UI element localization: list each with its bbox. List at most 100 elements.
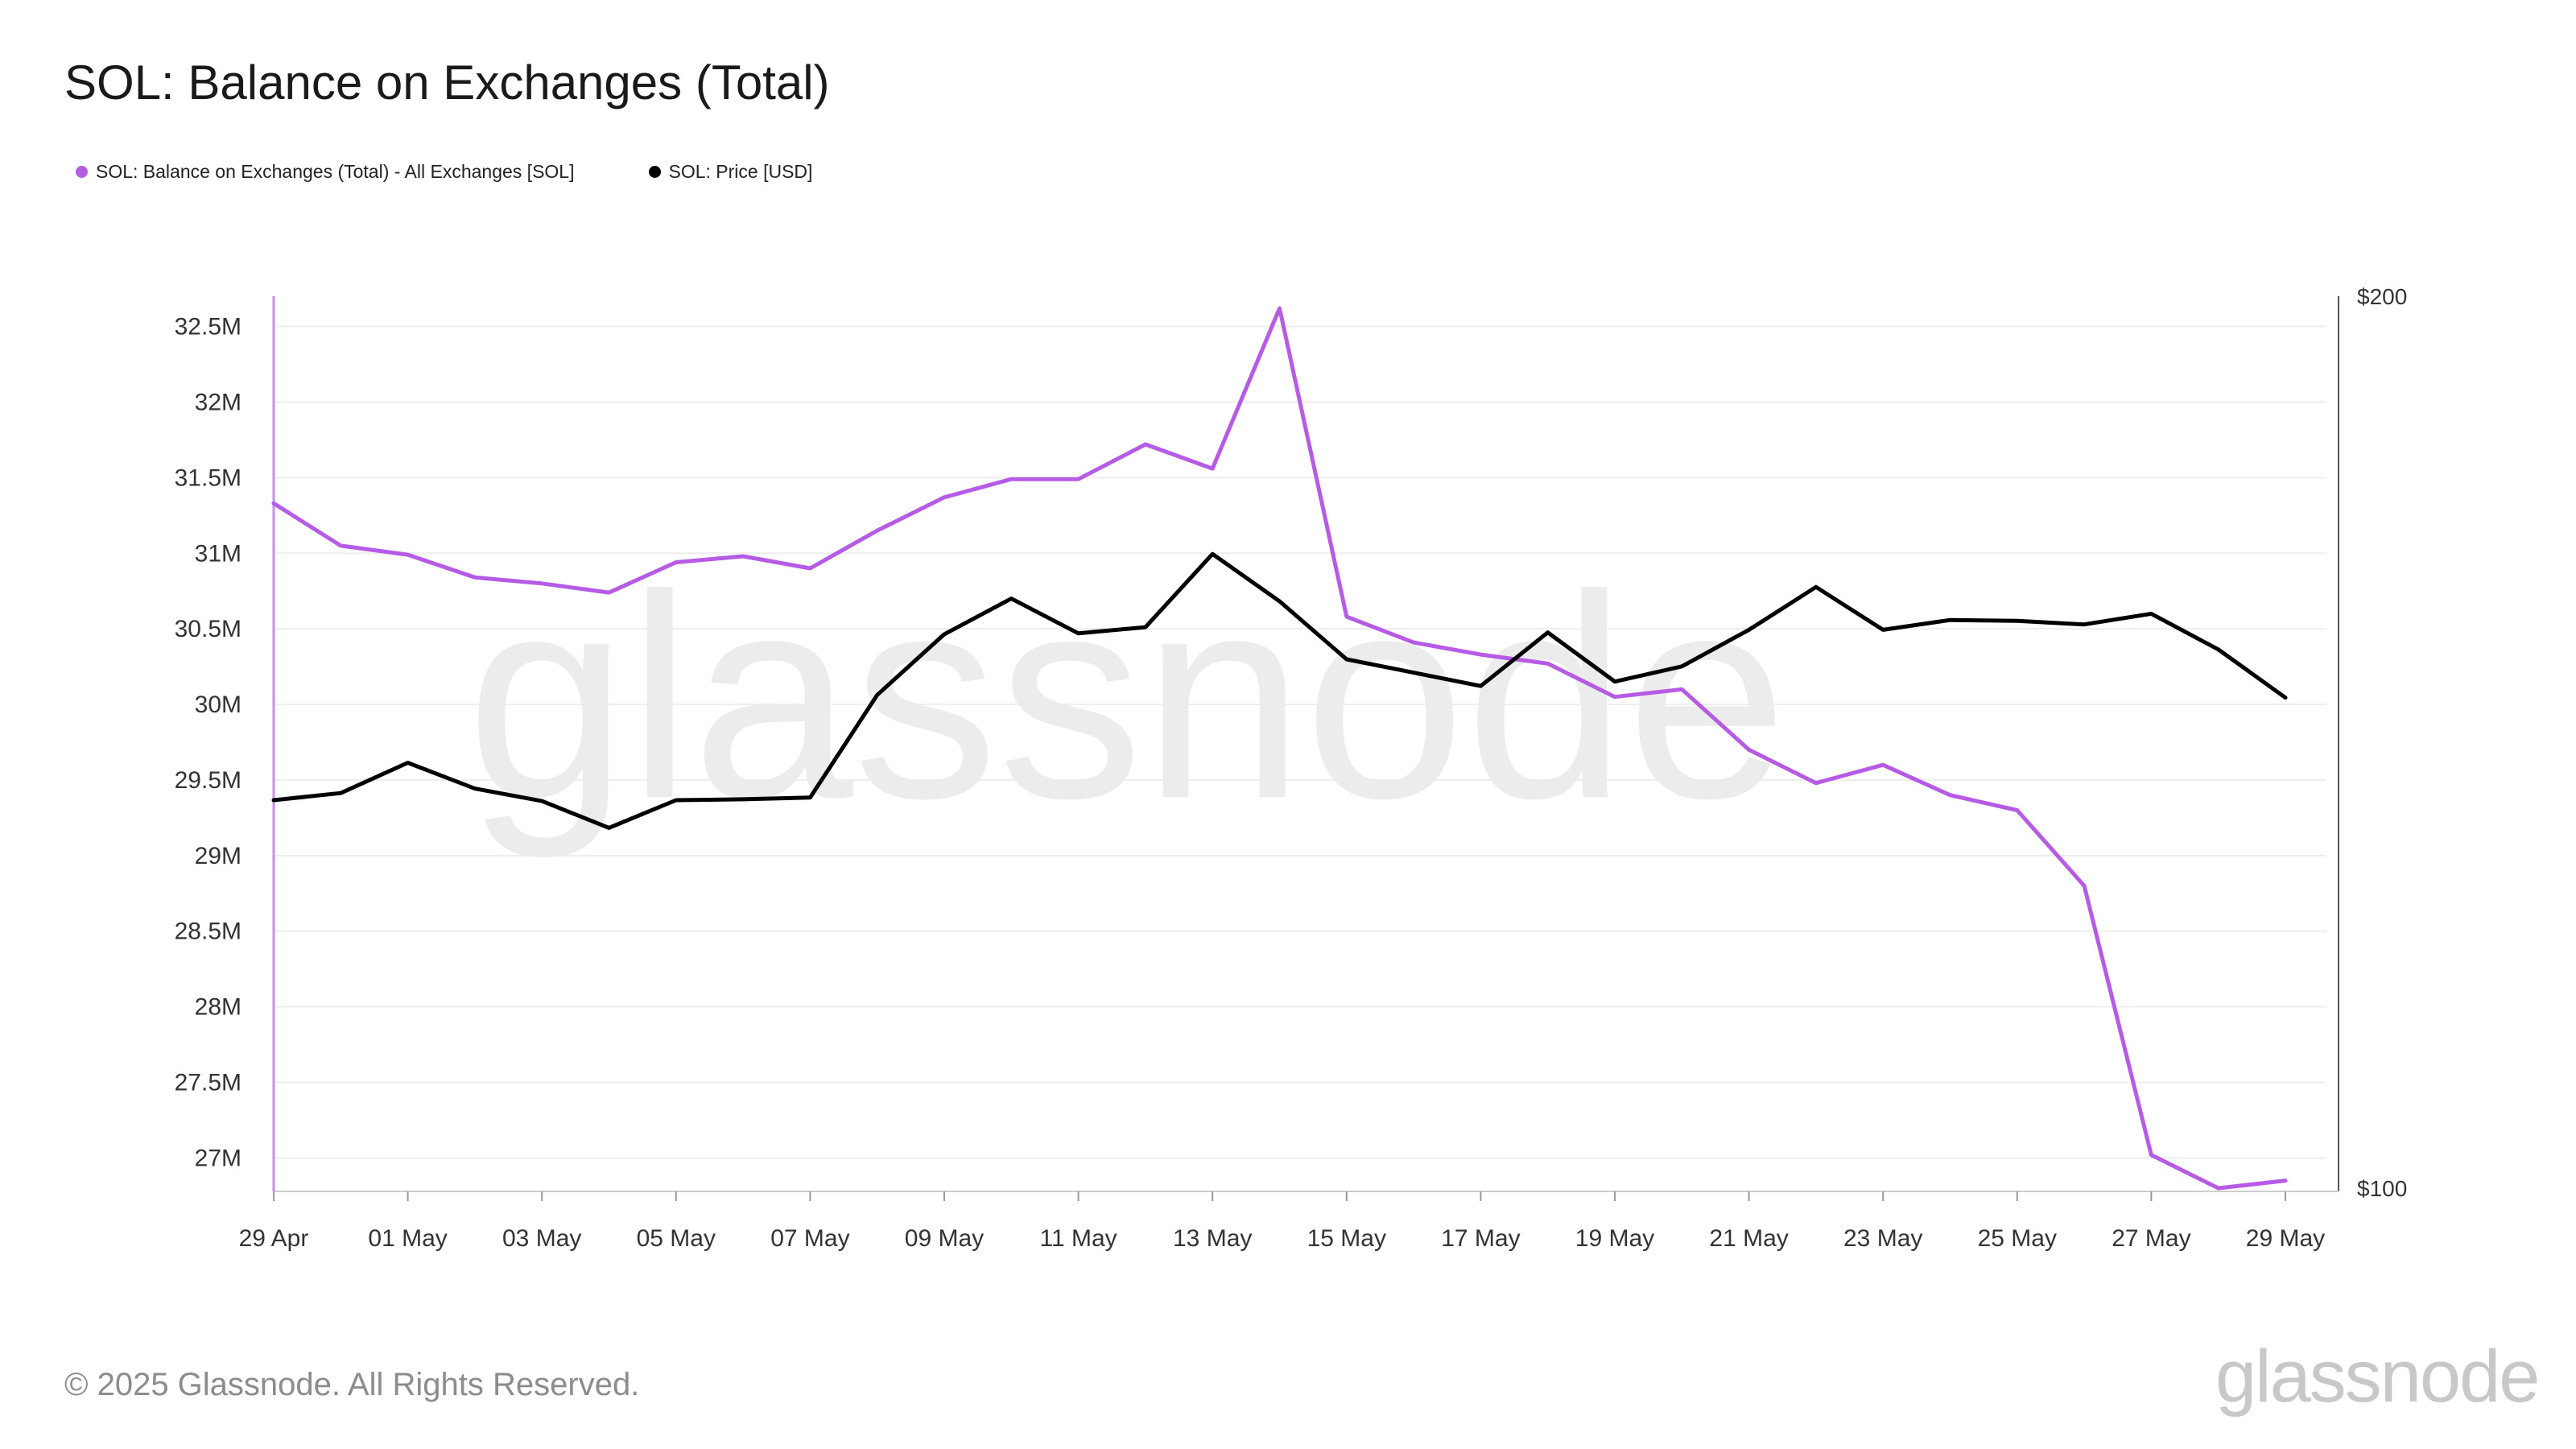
balance-point[interactable] xyxy=(1343,613,1351,621)
balance-point[interactable] xyxy=(270,499,278,507)
legend-item-price[interactable]: SOL: Price [USD] xyxy=(648,161,812,183)
price-point[interactable] xyxy=(1276,597,1284,605)
tick-labels: 27M 27.5M 28M 28.5M 29M 29.5M 30M 30.5M 31M 31.5M… xyxy=(175,284,2408,1252)
price-point[interactable] xyxy=(1343,655,1351,663)
copyright-footer: © 2025 Glassnode. All Rights Reserved. xyxy=(64,1367,640,1402)
balance-point[interactable] xyxy=(1544,659,1552,667)
balance-point[interactable] xyxy=(873,526,881,535)
price-point[interactable] xyxy=(940,630,948,638)
balance-point[interactable] xyxy=(1410,638,1418,646)
price-point[interactable] xyxy=(1208,550,1216,558)
price-point[interactable] xyxy=(1611,678,1619,686)
balance-point[interactable] xyxy=(940,493,948,502)
balance-point[interactable] xyxy=(1946,791,1955,799)
price-point[interactable] xyxy=(2147,609,2155,617)
price-point[interactable] xyxy=(873,691,881,699)
balance-point[interactable] xyxy=(1611,693,1619,701)
balance-point[interactable] xyxy=(605,588,613,597)
balance-point[interactable] xyxy=(2080,881,2088,890)
balance-point[interactable] xyxy=(1812,779,1820,787)
y-left-tick-label: 28M xyxy=(195,994,242,1021)
x-tick-label: 13 May xyxy=(1173,1225,1252,1252)
balance-point[interactable] xyxy=(1276,304,1284,312)
y-left-tick-label: 32.5M xyxy=(175,314,242,341)
price-point[interactable] xyxy=(2013,617,2021,625)
price-point[interactable] xyxy=(739,795,747,803)
y-right-tick-label: $200 xyxy=(2357,284,2407,309)
series-line-price[interactable] xyxy=(271,551,2288,830)
axes xyxy=(272,296,2339,1201)
price-point[interactable] xyxy=(806,794,814,802)
balance-point[interactable] xyxy=(739,552,747,560)
price-point[interactable] xyxy=(2080,621,2088,629)
y-right-tick-label: $100 xyxy=(2357,1176,2407,1201)
price-point[interactable] xyxy=(2215,646,2223,654)
balance-point[interactable] xyxy=(538,580,546,588)
balance-point[interactable] xyxy=(2147,1151,2155,1159)
x-tick-label: 11 May xyxy=(1040,1225,1117,1252)
y-left-tick-label: 31.5M xyxy=(175,464,242,491)
brand-logo: glassnode xyxy=(2215,1335,2540,1418)
balance-point[interactable] xyxy=(336,542,345,550)
price-point[interactable] xyxy=(1812,583,1820,591)
legend-item-balance[interactable]: SOL: Balance on Exchanges (Total) - All … xyxy=(76,161,575,183)
balance-point[interactable] xyxy=(1476,650,1484,658)
balance-point[interactable] xyxy=(471,573,479,581)
y-left-tick-label: 27.5M xyxy=(175,1070,242,1096)
x-tick-label: 29 May xyxy=(2246,1225,2325,1252)
balance-point[interactable] xyxy=(404,551,412,559)
x-tick-label: 17 May xyxy=(1441,1225,1520,1252)
x-tick-label: 15 May xyxy=(1307,1225,1386,1252)
balance-point[interactable] xyxy=(1007,475,1015,483)
price-point[interactable] xyxy=(1544,629,1552,637)
balance-point[interactable] xyxy=(672,559,680,567)
x-tick-label: 03 May xyxy=(502,1225,581,1252)
y-left-tick-label: 28.5M xyxy=(175,919,242,945)
balance-point[interactable] xyxy=(806,564,814,572)
y-left-tick-label: 27M xyxy=(195,1145,242,1171)
y-left-tick-label: 29.5M xyxy=(175,767,242,794)
price-point[interactable] xyxy=(1946,616,1955,624)
x-tick-label: 29 Apr xyxy=(239,1225,309,1252)
price-point[interactable] xyxy=(1745,625,1753,634)
y-left-tick-label: 30.5M xyxy=(175,616,242,642)
balance-point[interactable] xyxy=(1879,761,1887,769)
price-point[interactable] xyxy=(336,789,345,797)
balance-point[interactable] xyxy=(1208,464,1216,473)
price-point[interactable] xyxy=(1476,682,1484,690)
price-point[interactable] xyxy=(672,796,680,804)
balance-point[interactable] xyxy=(1075,475,1083,483)
balance-point[interactable] xyxy=(1745,745,1753,753)
legend-dot-balance xyxy=(76,166,88,178)
balance-point[interactable] xyxy=(2013,807,2021,815)
x-tick-label: 05 May xyxy=(637,1225,716,1252)
legend-label-balance: SOL: Balance on Exchanges (Total) - All … xyxy=(96,161,575,182)
price-point[interactable] xyxy=(1678,663,1686,671)
x-tick-label: 23 May xyxy=(1843,1225,1922,1252)
price-point[interactable] xyxy=(471,785,479,793)
price-point[interactable] xyxy=(538,797,546,805)
price-point[interactable] xyxy=(2281,694,2289,702)
legend-dot-price xyxy=(648,166,661,178)
price-point[interactable] xyxy=(1007,595,1015,603)
price-point[interactable] xyxy=(270,796,278,804)
price-point[interactable] xyxy=(1141,623,1150,631)
x-tick-label: 19 May xyxy=(1575,1225,1654,1252)
y-left-tick-label: 30M xyxy=(195,691,242,718)
balance-point[interactable] xyxy=(1141,440,1150,448)
price-point[interactable] xyxy=(605,824,613,832)
price-point[interactable] xyxy=(1879,625,1887,634)
x-tick-label: 01 May xyxy=(368,1225,447,1252)
x-tick-label: 07 May xyxy=(770,1225,849,1252)
price-point[interactable] xyxy=(404,758,412,766)
price-point[interactable] xyxy=(1410,669,1418,677)
y-left-tick-label: 31M xyxy=(195,540,242,567)
series-line-balance[interactable] xyxy=(271,306,2288,1191)
x-tick-label: 21 May xyxy=(1709,1225,1788,1252)
x-tick-label: 27 May xyxy=(2112,1225,2190,1252)
price-point[interactable] xyxy=(1075,630,1083,638)
balance-point[interactable] xyxy=(2281,1177,2289,1185)
balance-point[interactable] xyxy=(1678,685,1686,693)
balance-point[interactable] xyxy=(2215,1184,2223,1192)
